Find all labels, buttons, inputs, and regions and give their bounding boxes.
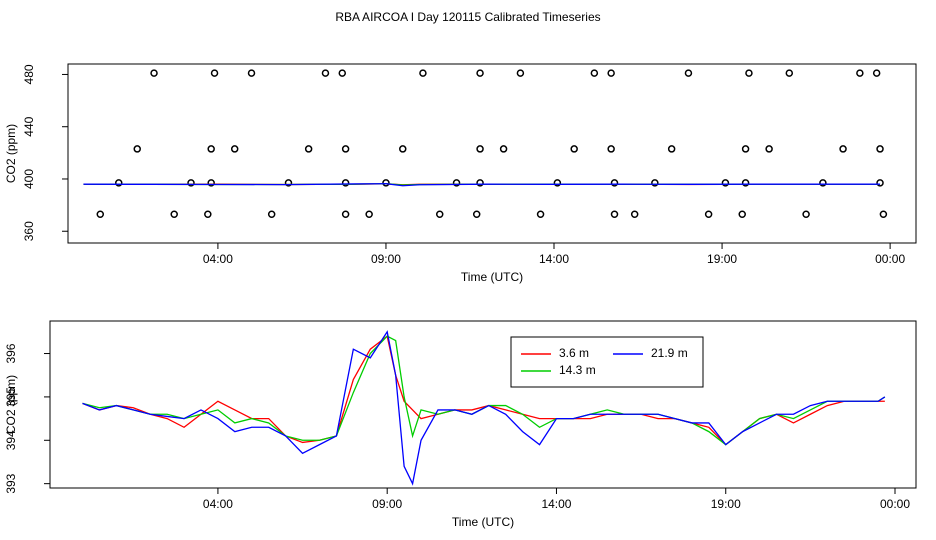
- point: [284, 179, 293, 187]
- point: [741, 145, 750, 153]
- point: [738, 210, 746, 219]
- point: [876, 145, 884, 153]
- x-tick-label: 19:00: [711, 497, 741, 511]
- point: [321, 69, 330, 77]
- point: [304, 145, 313, 153]
- point: [819, 179, 827, 187]
- y-tick-label: 400: [22, 169, 36, 189]
- point: [630, 210, 639, 219]
- point: [170, 210, 178, 219]
- plot-box: [49, 320, 917, 489]
- point: [876, 179, 884, 187]
- point: [607, 145, 615, 153]
- point: [610, 210, 619, 219]
- point: [872, 69, 881, 77]
- point: [704, 210, 713, 219]
- point: [785, 69, 794, 77]
- point: [133, 145, 141, 153]
- point: [570, 145, 578, 153]
- point: [839, 145, 847, 153]
- point: [607, 69, 615, 77]
- x-tick-label: 04:00: [203, 497, 233, 511]
- point: [741, 179, 750, 187]
- y-axis-label: CO2 (ppm): [4, 375, 18, 434]
- point: [802, 210, 810, 219]
- point: [187, 179, 195, 187]
- legend-label: 3.6 m: [559, 346, 589, 360]
- point: [247, 69, 256, 77]
- y-axis-label: CO2 (ppm): [4, 124, 18, 183]
- point: [150, 69, 158, 77]
- plot-box: [67, 63, 917, 244]
- point: [651, 179, 659, 187]
- point: [267, 210, 276, 219]
- point: [721, 179, 730, 187]
- point: [879, 210, 888, 219]
- point: [452, 179, 461, 187]
- x-tick-label: 19:00: [707, 252, 737, 266]
- point: [476, 179, 484, 187]
- legend-label: 14.3 m: [559, 363, 596, 377]
- point: [476, 145, 484, 153]
- series-line: [82, 335, 885, 446]
- point: [516, 69, 525, 77]
- point: [590, 69, 599, 77]
- point: [341, 145, 350, 153]
- y-tick-label: 440: [22, 116, 36, 136]
- x-axis-label: Time (UTC): [461, 270, 523, 284]
- point: [207, 145, 215, 153]
- y-tick-label: 360: [22, 221, 36, 241]
- x-tick-label: 00:00: [880, 497, 910, 511]
- y-tick-label: 395: [4, 387, 18, 407]
- y-tick-label: 480: [22, 64, 36, 84]
- point: [230, 145, 239, 153]
- point: [745, 69, 753, 77]
- point: [419, 69, 427, 77]
- point: [435, 210, 444, 219]
- legend-box: [510, 336, 704, 388]
- point: [536, 210, 545, 219]
- point: [365, 210, 373, 219]
- y-tick-label: 394: [4, 430, 18, 450]
- x-tick-label: 09:00: [372, 497, 402, 511]
- point: [476, 69, 484, 77]
- x-tick-label: 00:00: [875, 252, 905, 266]
- point: [204, 210, 212, 219]
- point: [338, 69, 347, 77]
- x-tick-label: 09:00: [371, 252, 401, 266]
- legend-label: 21.9 m: [651, 346, 688, 360]
- point: [341, 210, 350, 219]
- y-tick-label: 393: [4, 473, 18, 493]
- point: [856, 69, 864, 77]
- point: [341, 179, 350, 187]
- point: [207, 179, 215, 187]
- series-line: [82, 335, 886, 446]
- series-line: [82, 330, 886, 486]
- point: [96, 210, 105, 219]
- chart-title: RBA AIRCOA I Day 120115 Calibrated Times…: [335, 10, 600, 24]
- x-tick-label: 04:00: [203, 252, 233, 266]
- x-axis-label: Time (UTC): [452, 515, 514, 529]
- point: [210, 69, 219, 77]
- point: [553, 179, 562, 187]
- point: [765, 145, 773, 153]
- y-tick-label: 396: [4, 343, 18, 363]
- point: [472, 210, 481, 219]
- point: [667, 145, 676, 153]
- x-tick-label: 14:00: [541, 497, 571, 511]
- point: [115, 179, 123, 187]
- x-tick-label: 14:00: [539, 252, 569, 266]
- series-line: [83, 183, 881, 187]
- point: [610, 179, 619, 187]
- point: [399, 145, 407, 153]
- point: [499, 145, 508, 153]
- point: [684, 69, 693, 77]
- point: [382, 179, 390, 187]
